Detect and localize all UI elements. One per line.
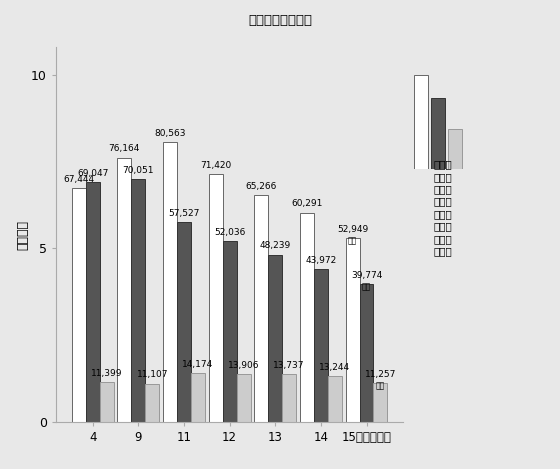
Bar	[191, 373, 205, 422]
Text: 76,164: 76,164	[109, 144, 140, 153]
Bar	[72, 188, 86, 422]
Bar	[86, 182, 100, 422]
Bar	[100, 383, 114, 422]
Text: 14,174: 14,174	[183, 360, 213, 369]
Bar	[254, 196, 268, 422]
Bar	[163, 142, 177, 422]
Text: 57,527: 57,527	[168, 209, 200, 218]
Bar	[268, 255, 282, 422]
Text: 48,239: 48,239	[260, 242, 291, 250]
Text: 80,563: 80,563	[154, 129, 186, 138]
Text: 69,047: 69,047	[77, 169, 109, 178]
Text: 補単国
助独直
事事轄
業業事
費費業
　　負
　　担
　　金: 補単国 助独直 事事轄 業業事 費費業 負 担 金	[433, 159, 452, 256]
Bar	[374, 383, 388, 422]
Bar	[360, 284, 374, 422]
Bar	[447, 129, 461, 169]
Text: 52,949: 52,949	[337, 225, 368, 234]
Text: 65,266: 65,266	[246, 182, 277, 191]
Text: 億円: 億円	[348, 236, 357, 245]
Text: 71,420: 71,420	[200, 161, 231, 170]
Text: 52,036: 52,036	[214, 228, 245, 237]
Text: その２　都道府県: その２ 都道府県	[248, 14, 312, 27]
Bar	[346, 238, 360, 422]
Bar	[223, 242, 236, 422]
Text: 11,399: 11,399	[91, 369, 123, 378]
Bar	[328, 376, 342, 422]
Bar	[118, 158, 132, 422]
Text: 11,107: 11,107	[137, 371, 168, 379]
Bar	[236, 374, 250, 422]
Text: 67,444: 67,444	[63, 174, 94, 184]
Text: 43,972: 43,972	[305, 256, 337, 265]
Bar	[314, 269, 328, 422]
Bar	[145, 384, 159, 422]
Bar	[132, 179, 145, 422]
Text: 39,774: 39,774	[351, 271, 382, 280]
Bar	[300, 212, 314, 422]
Bar	[282, 374, 296, 422]
Text: 13,906: 13,906	[228, 361, 259, 370]
Text: 13,737: 13,737	[273, 361, 305, 370]
Bar	[177, 222, 191, 422]
Text: 億円: 億円	[376, 381, 385, 390]
Bar	[431, 98, 445, 169]
Text: 60,291: 60,291	[291, 199, 323, 209]
Text: 億円: 億円	[362, 282, 371, 291]
Text: 11,257: 11,257	[365, 370, 396, 379]
Bar	[414, 75, 428, 169]
Text: 70,051: 70,051	[123, 166, 154, 174]
Y-axis label: （兆円）: （兆円）	[17, 219, 30, 250]
Bar	[209, 174, 223, 422]
Text: 13,244: 13,244	[319, 363, 351, 372]
